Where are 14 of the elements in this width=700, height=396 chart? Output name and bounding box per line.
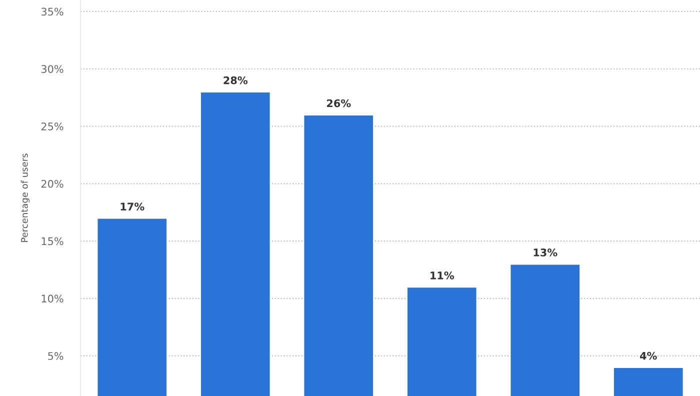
data-label: 28% bbox=[224, 76, 248, 84]
y-tick-label: 15% bbox=[42, 237, 64, 246]
data-label: 17% bbox=[120, 202, 144, 211]
y-tick-label: 35% bbox=[41, 8, 64, 16]
data-label: 11% bbox=[430, 272, 454, 280]
y-tick-label: 20% bbox=[41, 180, 64, 188]
y-tick-label: 30% bbox=[41, 65, 64, 73]
data-label: 13% bbox=[534, 248, 558, 256]
y-tick-label: 5% bbox=[48, 352, 64, 360]
y-tick-label: 25% bbox=[41, 122, 64, 130]
y-axis-title: Percentage of users bbox=[20, 154, 30, 242]
data-label: 4% bbox=[640, 352, 657, 360]
data-label: 26% bbox=[326, 99, 351, 108]
y-tick-label: 10% bbox=[42, 294, 64, 303]
